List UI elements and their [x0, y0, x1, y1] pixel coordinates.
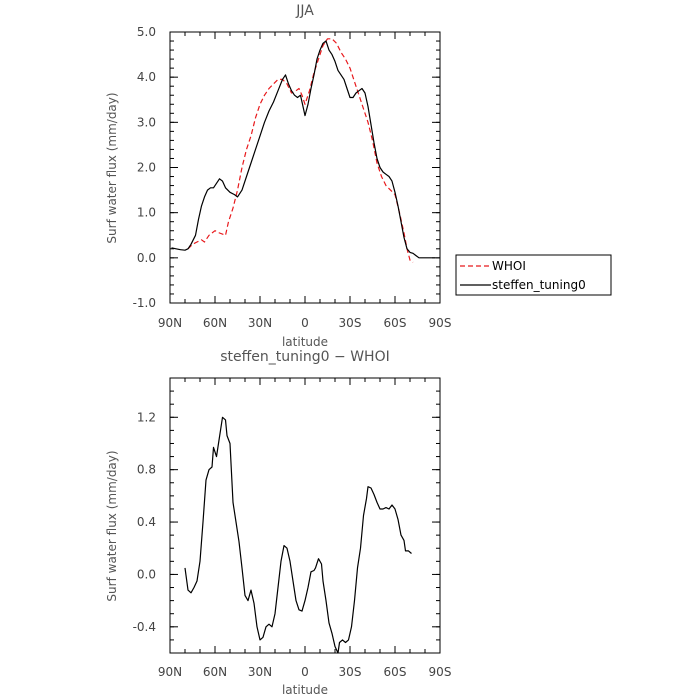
- top-chart: JJA Surf water flux (mm/day) latitude 90…: [105, 3, 451, 349]
- top-x-tick-label: 0: [301, 316, 309, 330]
- bottom-y-tick-label: 0.0: [137, 567, 156, 581]
- legend-label-whoi: WHOI: [492, 259, 526, 273]
- top-y-axis-label: Surf water flux (mm/day): [105, 92, 119, 243]
- top-x-tick-label: 60S: [384, 316, 407, 330]
- top-y-tick-label: -1.0: [133, 296, 156, 310]
- legend-box: [455, 254, 612, 296]
- bottom-plot-frame: [169, 377, 441, 654]
- top-series-lines: [171, 38, 436, 263]
- bottom-x-tick-label: 30S: [339, 665, 362, 679]
- bottom-x-tick-label: 0: [301, 665, 309, 679]
- top-y-tick-label: 3.0: [137, 115, 156, 129]
- bottom-tick-labels: 90N 60N 30N 0 30S 60S 90S -0.4 0.0 0.4 0.8 1.2: [133, 410, 452, 679]
- top-x-tick-label: 90N: [158, 316, 182, 330]
- top-x-tick-label: 30S: [339, 316, 362, 330]
- top-y-tick-label: 2.0: [137, 161, 156, 175]
- top-axes-ticks: [169, 31, 441, 304]
- legend: WHOI steffen_tuning0: [455, 254, 612, 296]
- bottom-x-tick-label: 90S: [429, 665, 452, 679]
- bottom-y-tick-label: 0.4: [137, 515, 156, 529]
- top-x-tick-label: 90S: [429, 316, 452, 330]
- bottom-x-tick-label: 60N: [203, 665, 227, 679]
- bottom-y-tick-label: 1.2: [137, 410, 156, 424]
- bottom-x-tick-label: 30N: [248, 665, 272, 679]
- bottom-axes-ticks: [169, 377, 441, 654]
- top-y-tick-label: 1.0: [137, 206, 156, 220]
- legend-label-steffen: steffen_tuning0: [492, 278, 586, 292]
- bottom-x-tick-label: 90N: [158, 665, 182, 679]
- bottom-chart: steffen_tuning0 − WHOI Surf water flux (…: [105, 349, 451, 697]
- top-tick-labels: 90N 60N 30N 0 30S 60S 90S -1.0 0.0 1.0 2.0 3.0 4.0 5.…: [133, 25, 452, 330]
- bottom-series-line-difference: [184, 416, 412, 654]
- top-x-axis-label: latitude: [282, 335, 328, 349]
- top-y-tick-label: 0.0: [137, 251, 156, 265]
- bottom-y-tick-label: -0.4: [133, 620, 156, 634]
- top-chart-title: JJA: [295, 3, 314, 19]
- top-y-tick-label: 5.0: [137, 25, 156, 39]
- top-x-tick-label: 60N: [203, 316, 227, 330]
- bottom-series-lines: [184, 416, 412, 654]
- bottom-chart-title: steffen_tuning0 − WHOI: [220, 349, 389, 365]
- top-x-tick-label: 30N: [248, 316, 272, 330]
- bottom-y-tick-label: 0.8: [137, 463, 156, 477]
- bottom-y-axis-label: Surf water flux (mm/day): [105, 450, 119, 601]
- bottom-x-tick-label: 60S: [384, 665, 407, 679]
- top-series-line-steffen-tuning0: [171, 40, 436, 259]
- bottom-x-axis-label: latitude: [282, 683, 328, 697]
- top-plot-frame: [169, 31, 441, 304]
- top-series-line-whoi: [187, 38, 414, 263]
- top-y-tick-label: 4.0: [137, 70, 156, 84]
